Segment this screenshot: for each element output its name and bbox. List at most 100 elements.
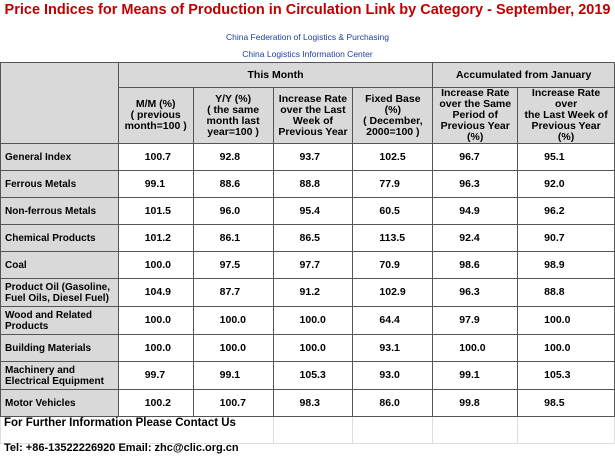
header-line: Increase Rate — [531, 87, 601, 99]
value-cell: 88.8 — [517, 278, 615, 307]
value-cell: 99.1 — [432, 361, 519, 390]
source: China Federation of Logistics & Purchasi… — [225, 32, 389, 42]
header-line: year=100 ) — [207, 125, 259, 138]
value-cell: 88.6 — [192, 170, 274, 198]
contact-tel: Tel: +86-13522226920 Email: zhc@clic.org… — [4, 442, 239, 454]
value-cell: 64.4 — [352, 306, 434, 335]
value-cell: 92.0 — [517, 170, 615, 198]
row-label: Wood and Related Products — [0, 306, 119, 335]
row-label: Coal — [0, 251, 119, 279]
value-cell: 92.4 — [432, 224, 519, 252]
data-row: Coal 100.0 97.5 97.7 70.9 98.6 98.9 — [0, 251, 615, 279]
header-row: M/M (%)( previous month=100 ) Y/Y (%)( the… — [1, 87, 615, 144]
contact: For Further Information Please Contact U… — [4, 417, 236, 429]
value-cell: 86.0 — [352, 389, 434, 417]
data-row: Ferrous Metals 99.1 88.6 88.8 77.9 96.3 92.0 — [0, 170, 615, 198]
value-cell: 100.0 — [517, 306, 615, 335]
value-cell: 93.1 — [352, 334, 434, 362]
value-cell: 93.0 — [352, 361, 434, 390]
data-row: General Index 100.7 92.8 93.7 102.5 96.7 95.1 — [0, 143, 615, 171]
value-cell: 100.7 — [117, 143, 194, 171]
value-cell: 95.1 — [517, 143, 615, 171]
value-cell: 100.0 — [272, 334, 354, 362]
header-line: month last — [206, 114, 260, 127]
header-line: over the Same — [439, 98, 512, 110]
value-cell: 99.1 — [192, 361, 274, 390]
footer-cell — [352, 416, 434, 444]
value-cell: 96.7 — [432, 143, 519, 171]
value-cell: 70.9 — [352, 251, 434, 279]
header-line: Previous Year (%) — [531, 120, 601, 143]
value-cell: 113.5 — [352, 224, 434, 252]
group-header: This Month — [117, 62, 434, 88]
header-line: over — [554, 98, 578, 110]
value-cell: 102.9 — [352, 278, 434, 307]
value-cell: 100.0 — [117, 251, 194, 279]
value-cell: 96.3 — [432, 278, 519, 307]
data-row: Wood and Related Products 100.0 100.0 100.0… — [0, 306, 615, 335]
value-cell: 92.8 — [192, 143, 274, 171]
data-row: Motor Vehicles 100.2 100.7 98.3 86.0 99.8 98.5 — [0, 389, 615, 417]
row-label: Ferrous Metals — [0, 170, 119, 198]
header-line: month=100 ) — [124, 120, 187, 132]
value-cell: 87.7 — [192, 278, 274, 307]
column-header: Increase Rate over the Last Week of Previou… — [272, 87, 354, 144]
footer-row — [0, 416, 615, 444]
value-cell: 88.8 — [272, 170, 354, 198]
data-row: Chemical Products 101.2 86.1 86.5 113.5 92.4 9… — [0, 224, 615, 252]
header-line: ( December, — [363, 114, 423, 127]
value-cell: 60.5 — [352, 197, 434, 225]
value-cell: 96.3 — [432, 170, 519, 198]
column-header: Increase Rate over the Last Week of Previou… — [517, 87, 615, 144]
value-cell: 100.0 — [192, 306, 274, 335]
value-cell: 99.1 — [117, 170, 194, 198]
header-line: ( the same — [207, 103, 260, 116]
corner-cell — [0, 62, 119, 144]
header-line: Week of — [292, 114, 333, 127]
value-cell: 86.5 — [272, 224, 354, 252]
value-cell: 99.7 — [117, 361, 194, 390]
value-cell: 97.9 — [432, 306, 519, 335]
group-header: Accumulated from January — [432, 62, 615, 88]
value-cell: 102.5 — [352, 143, 434, 171]
value-cell: 90.7 — [517, 224, 615, 252]
data-row: Building Materials 100.0 100.0 100.0 93.1 100… — [0, 334, 615, 362]
footer-cell — [0, 416, 274, 444]
column-header: Y/Y (%)( the same month last year=100 ) — [192, 87, 274, 144]
header-line: Increase Rate — [278, 92, 348, 105]
column-header: Fixed Base (%)( December, 2000=100 ) — [352, 87, 434, 144]
row-label: Non-ferrous Metals — [0, 197, 119, 225]
value-cell: 86.1 — [192, 224, 274, 252]
value-cell: 96.0 — [192, 197, 274, 225]
row-label: Machinery and Electrical Equipment — [0, 361, 119, 390]
column-header: M/M (%)( previous month=100 ) — [117, 87, 194, 144]
header-line: ( previous — [130, 109, 181, 121]
value-cell: 98.6 — [432, 251, 519, 279]
value-cell: 104.9 — [117, 278, 194, 307]
data-row: Product Oil (Gasoline, Fuel Oils, Diesel… — [0, 278, 615, 307]
value-cell: 100.0 — [272, 306, 354, 335]
value-cell: 91.2 — [272, 278, 354, 307]
value-cell: 100.7 — [192, 389, 274, 417]
value-cell: 105.3 — [272, 361, 354, 390]
value-cell: 77.9 — [352, 170, 434, 198]
value-cell: 100.0 — [192, 334, 274, 362]
row-label: General Index — [0, 143, 119, 171]
footer-cell — [517, 416, 615, 444]
value-cell: 100.0 — [432, 334, 519, 362]
value-cell: 97.7 — [272, 251, 354, 279]
value-cell: 96.2 — [517, 197, 615, 225]
row-label: Chemical Products — [0, 224, 119, 252]
column-header: Increase Rate over the Same Period of Previ… — [432, 87, 519, 144]
value-cell: 100.2 — [117, 389, 194, 417]
value-cell: 97.5 — [192, 251, 274, 279]
value-cell: 93.7 — [272, 143, 354, 171]
data-row: Machinery and Electrical Equipment 99.7 99… — [0, 361, 615, 390]
value-cell: 95.4 — [272, 197, 354, 225]
value-cell: 101.5 — [117, 197, 194, 225]
header-line: Period of — [452, 109, 498, 121]
value-cell: 100.0 — [117, 334, 194, 362]
value-cell: 100.0 — [117, 306, 194, 335]
source: China Logistics Information Center — [242, 49, 373, 59]
